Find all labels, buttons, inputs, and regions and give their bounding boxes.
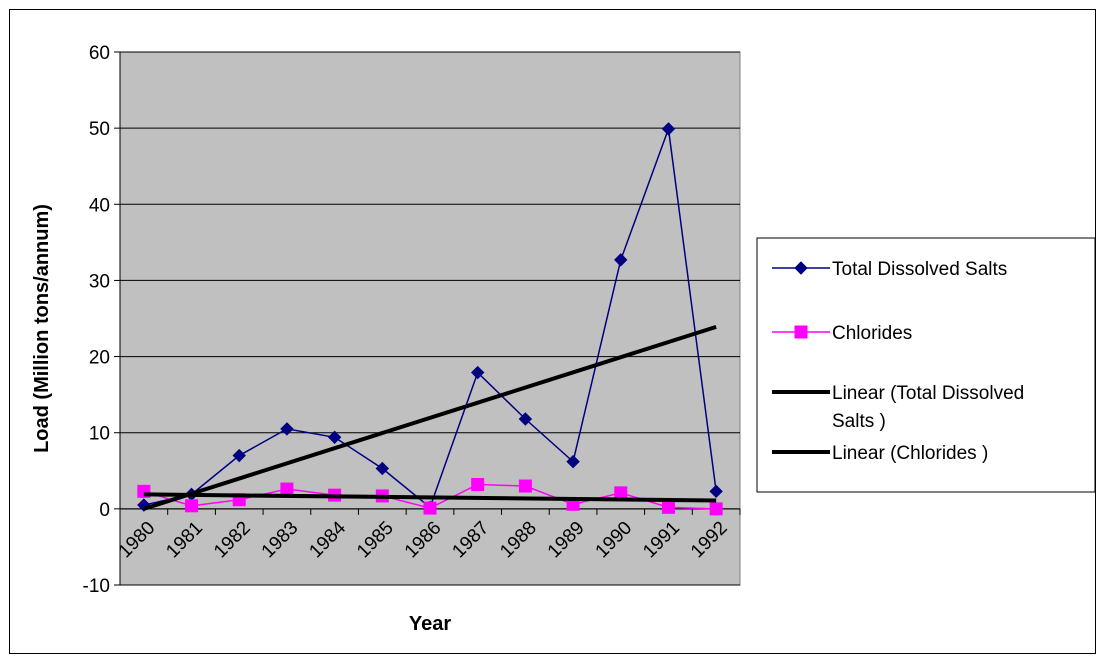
data-point xyxy=(566,454,580,469)
data-point xyxy=(471,477,485,491)
y-tick-label: 20 xyxy=(89,348,110,369)
legend-entry: Linear (Chlorides ) xyxy=(772,443,988,464)
trendline xyxy=(143,324,717,511)
legend-label: Linear (Total Dissolved xyxy=(832,383,1024,404)
gridlines xyxy=(119,51,740,586)
y-axis-title: Load (Million tons/annum) xyxy=(31,204,53,453)
legend xyxy=(756,237,1096,493)
y-tick-label: 10 xyxy=(89,424,110,445)
trendline xyxy=(143,492,717,503)
legend-label: Chlorides xyxy=(832,323,912,344)
data-point xyxy=(232,448,246,463)
y-tick-label: 30 xyxy=(89,271,110,292)
legend-entry: Chlorides xyxy=(772,323,912,344)
series-1 xyxy=(137,477,723,516)
y-tick-label: 40 xyxy=(89,195,110,216)
data-point xyxy=(185,499,199,513)
legend-entry: Total Dissolved Salts xyxy=(772,259,1007,280)
data-point xyxy=(661,500,675,514)
data-point xyxy=(614,486,628,500)
legend-label: Salts ) xyxy=(832,411,886,432)
data-point xyxy=(280,482,294,496)
y-tick-label: 50 xyxy=(89,119,110,140)
y-tick-label: 60 xyxy=(89,43,110,64)
data-point xyxy=(280,422,294,436)
y-tick-label: 0 xyxy=(99,500,110,521)
legend-label: Linear (Chlorides ) xyxy=(832,443,988,464)
legend-entries: Total Dissolved Salts Chlorides Linear (To… xyxy=(772,259,1024,464)
data-point xyxy=(614,253,628,267)
data-point xyxy=(423,501,437,515)
legend-entry: Linear (Total Dissolved Salts ) xyxy=(772,383,1024,432)
data-point xyxy=(470,365,485,380)
x-axis-title: Year xyxy=(409,613,451,635)
legend-label: Total Dissolved Salts xyxy=(832,259,1007,280)
legend-marker xyxy=(794,325,808,339)
data-point xyxy=(327,430,342,444)
data-point xyxy=(375,461,390,476)
y-tick-label: -10 xyxy=(83,576,110,597)
data-point xyxy=(518,479,532,493)
data-point xyxy=(709,484,723,499)
series-2 xyxy=(143,324,717,511)
data-point xyxy=(709,502,723,516)
series-group xyxy=(137,122,723,516)
data-point xyxy=(518,412,533,426)
y-axis-ticks: -10 0 10 20 30 40 50 60 xyxy=(83,43,120,597)
legend-marker xyxy=(794,261,808,275)
series-3 xyxy=(143,492,717,503)
data-point xyxy=(661,122,676,136)
